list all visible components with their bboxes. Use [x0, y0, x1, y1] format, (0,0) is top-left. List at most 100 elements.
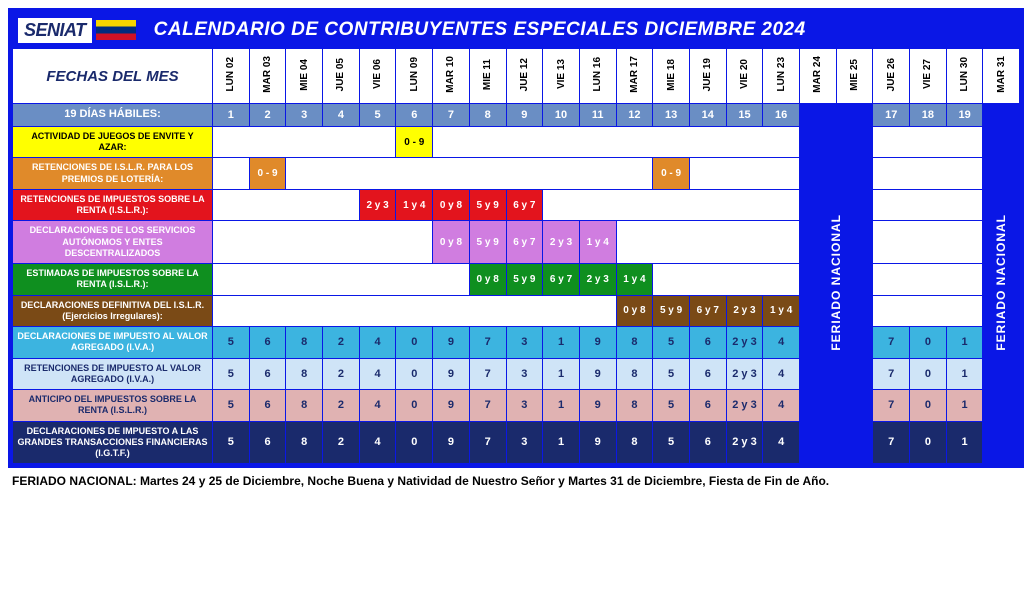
- seq-cell: 3: [506, 358, 543, 390]
- day-head: LUN 09: [396, 49, 433, 104]
- span-cell: [433, 126, 800, 158]
- seq-cell: 0: [910, 421, 947, 464]
- habiles-num: 6: [396, 104, 433, 127]
- seq-cell: 1: [946, 390, 983, 422]
- row-label: RETENCIONES DE I.S.L.R. PARA LOS PREMIOS…: [13, 158, 213, 190]
- span-cell: [213, 295, 617, 327]
- seq-cell: 8: [286, 390, 323, 422]
- span-cell: 0 - 9: [249, 158, 286, 190]
- day-head: MIE 25: [836, 49, 873, 104]
- span-cell: [543, 189, 800, 221]
- habiles-num: 9: [506, 104, 543, 127]
- feriado-cell: FERIADO NACIONAL: [983, 104, 1020, 464]
- habiles-num: 3: [286, 104, 323, 127]
- span-cell: 0 y 8: [433, 221, 470, 264]
- habiles-num: 7: [433, 104, 470, 127]
- seq-cell: 1: [946, 327, 983, 359]
- seq-cell: 8: [616, 390, 653, 422]
- habiles-num: 2: [249, 104, 286, 127]
- seq-cell: 5: [213, 390, 250, 422]
- span-cell: 1 y 4: [763, 295, 800, 327]
- seq-cell: 4: [359, 390, 396, 422]
- span-cell: [213, 158, 250, 190]
- span-cell: 2 y 3: [359, 189, 396, 221]
- span-cell: [286, 158, 653, 190]
- seq-cell: 7: [873, 421, 910, 464]
- seq-cell: 1: [543, 358, 580, 390]
- habiles-num: 12: [616, 104, 653, 127]
- day-head: JUE 19: [689, 49, 726, 104]
- seq-cell: 0: [396, 390, 433, 422]
- seq-cell: 0: [396, 327, 433, 359]
- seq-cell: 1: [946, 421, 983, 464]
- seq-cell: 2: [323, 421, 360, 464]
- seq-cell: 5: [653, 327, 690, 359]
- seq-cell: 1: [946, 358, 983, 390]
- day-head: JUE 26: [873, 49, 910, 104]
- logo: SENIAT: [18, 18, 92, 43]
- day-head: VIE 06: [359, 49, 396, 104]
- seq-cell: 4: [359, 358, 396, 390]
- span-cell: [689, 158, 799, 190]
- day-head: MAR 24: [800, 49, 837, 104]
- span-cell: [213, 126, 396, 158]
- row-label: DECLARACIONES DEFINITIVA DEL I.S.L.R. (E…: [13, 295, 213, 327]
- seq-cell: 9: [579, 421, 616, 464]
- seq-cell: 1: [543, 421, 580, 464]
- day-head: MAR 03: [249, 49, 286, 104]
- row-label: DECLARACIONES DE IMPUESTO A LAS GRANDES …: [13, 421, 213, 464]
- habiles-num: 18: [910, 104, 947, 127]
- seq-cell: 7: [873, 390, 910, 422]
- seq-cell: 6: [249, 421, 286, 464]
- flag-icon: [96, 20, 136, 40]
- row-label: DECLARACIONES DE IMPUESTO AL VALOR AGREG…: [13, 327, 213, 359]
- span-cell: 5 y 9: [506, 264, 543, 296]
- seq-cell: 0: [396, 358, 433, 390]
- seq-cell: 1: [543, 327, 580, 359]
- day-head: LUN 02: [213, 49, 250, 104]
- span-cell: 2 y 3: [579, 264, 616, 296]
- span-cell: [873, 189, 983, 221]
- seq-cell: 4: [359, 327, 396, 359]
- seq-cell: 0: [910, 327, 947, 359]
- span-cell: 0 y 8: [433, 189, 470, 221]
- seq-cell: 0: [396, 421, 433, 464]
- habiles-num: 10: [543, 104, 580, 127]
- seq-cell: 2 y 3: [726, 358, 763, 390]
- habiles-num: 11: [579, 104, 616, 127]
- habiles-num: 5: [359, 104, 396, 127]
- span-cell: [873, 158, 983, 190]
- span-cell: 5 y 9: [469, 221, 506, 264]
- span-cell: 0 - 9: [396, 126, 433, 158]
- seq-cell: 6: [689, 421, 726, 464]
- span-cell: [616, 221, 799, 264]
- span-cell: [873, 221, 983, 264]
- span-cell: [213, 189, 360, 221]
- span-cell: [873, 126, 983, 158]
- row-label: ANTICIPO DEL IMPUESTOS SOBRE LA RENTA (I…: [13, 390, 213, 422]
- day-head: LUN 30: [946, 49, 983, 104]
- day-head: LUN 23: [763, 49, 800, 104]
- day-head: MAR 10: [433, 49, 470, 104]
- habiles-num: 17: [873, 104, 910, 127]
- seq-cell: 5: [653, 421, 690, 464]
- seq-cell: 4: [359, 421, 396, 464]
- span-cell: 1 y 4: [616, 264, 653, 296]
- row-label: ACTIVIDAD DE JUEGOS DE ENVITE Y AZAR:: [13, 126, 213, 158]
- seq-cell: 2 y 3: [726, 421, 763, 464]
- seq-cell: 9: [579, 327, 616, 359]
- feriado-cell: FERIADO NACIONAL: [800, 104, 873, 464]
- span-cell: 6 y 7: [543, 264, 580, 296]
- seq-cell: 4: [763, 421, 800, 464]
- day-head: MIE 04: [286, 49, 323, 104]
- page-title: CALENDARIO DE CONTRIBUYENTES ESPECIALES …: [154, 19, 806, 41]
- seq-cell: 7: [469, 358, 506, 390]
- seq-cell: 6: [249, 390, 286, 422]
- seq-cell: 1: [543, 390, 580, 422]
- seq-cell: 9: [579, 390, 616, 422]
- seq-cell: 5: [653, 358, 690, 390]
- fechas-label: FECHAS DEL MES: [13, 49, 213, 104]
- habiles-num: 1: [213, 104, 250, 127]
- seq-cell: 5: [213, 421, 250, 464]
- calendar-table: FECHAS DEL MESLUN 02MAR 03MIE 04JUE 05VI…: [12, 48, 1020, 464]
